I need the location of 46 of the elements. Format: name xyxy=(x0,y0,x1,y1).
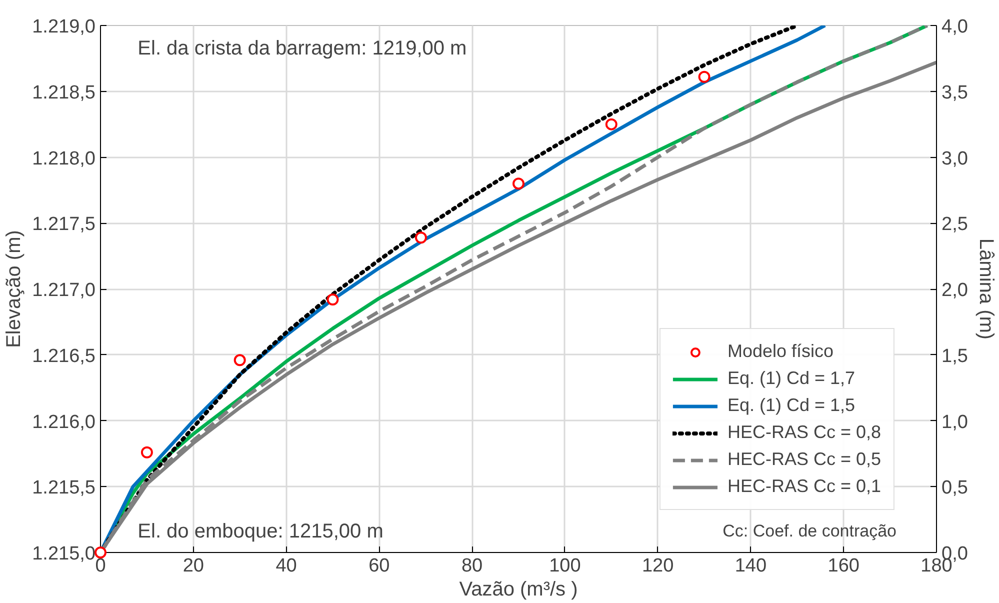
point xyxy=(605,118,618,130)
y2-tick-label: 0,5 xyxy=(942,478,968,499)
y-tick-label: 1.217,0 xyxy=(32,280,96,301)
y2-tick-label: 4,0 xyxy=(942,16,968,38)
y-tick-label: 1.216,0 xyxy=(32,412,96,433)
legend-label: Modelo físico xyxy=(727,341,834,362)
legend-label: Eq. (1) Cd = 1,5 xyxy=(727,395,856,416)
x-tick-label: 20 xyxy=(182,556,204,576)
y-tick-label: 1.218,0 xyxy=(32,148,96,170)
y-tick-label: 1.215,5 xyxy=(32,478,96,499)
y-tick-label: 1.217,5 xyxy=(32,214,96,236)
y-tick-label: 1.219,0 xyxy=(32,16,96,38)
point xyxy=(94,546,106,558)
annotation: El. do emboque: 1215,00 m xyxy=(138,520,384,542)
legend-label: HEC-RAS Cc = 0,8 xyxy=(727,422,881,443)
x-tick-label: 80 xyxy=(461,556,483,576)
point xyxy=(512,178,524,190)
annotation: El. da crista da barragem: 1219,00 m xyxy=(138,38,467,60)
point xyxy=(140,446,153,458)
y2-tick-label: 1,0 xyxy=(942,412,968,433)
y2-tick-label: 3,5 xyxy=(942,82,968,104)
point xyxy=(234,354,246,366)
legend-label: Eq. (1) Cd = 1,7 xyxy=(727,368,856,389)
x-axis-title: Vazão (m³/s ) xyxy=(459,578,578,600)
y2-tick-label: 3,0 xyxy=(942,148,968,170)
x-tick-label: 100 xyxy=(549,556,581,576)
x-tick-label: 160 xyxy=(828,556,860,576)
point xyxy=(414,232,427,244)
x-tick-label: 0 xyxy=(95,556,106,576)
annotation: Cc: Coef. de contração xyxy=(722,522,897,540)
legend-label: HEC-RAS Cc = 0,5 xyxy=(727,449,881,470)
y-tick-label: 1.216,5 xyxy=(32,346,96,367)
y-tick-label: 1.218,5 xyxy=(32,82,96,104)
y-tick-label: 1.215,0 xyxy=(32,544,96,564)
point xyxy=(326,294,339,306)
x-tick-label: 140 xyxy=(734,556,767,576)
y2-tick-label: 2,5 xyxy=(942,214,968,236)
x-tick-label: 60 xyxy=(368,556,390,576)
y2-axis-title: Lâmina (m) xyxy=(974,238,997,340)
y2-tick-label: 1,5 xyxy=(942,346,968,367)
legend-label: HEC-RAS Cc = 0,1 xyxy=(727,476,881,497)
y-axis-title: Elevação (m) xyxy=(3,230,26,348)
x-tick-label: 40 xyxy=(276,556,297,576)
y2-tick-label: 2,0 xyxy=(942,280,968,301)
x-tick-label: 120 xyxy=(642,556,674,576)
point xyxy=(698,70,710,83)
